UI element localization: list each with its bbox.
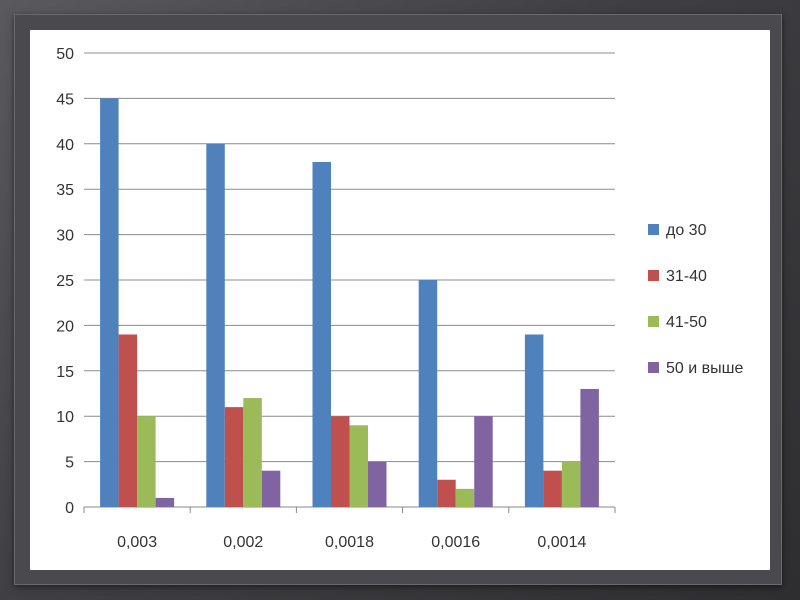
y-tick-label: 15 — [56, 364, 74, 381]
bar — [331, 416, 350, 507]
legend-label: 31-40 — [666, 268, 707, 285]
y-tick-label: 40 — [56, 137, 74, 154]
bar-chart: 0 5 10 15 20 25 30 35 40 45 50 0,003 0,002 0,0018 0,00… — [56, 46, 743, 551]
chart-area: 0 5 10 15 20 25 30 35 40 45 50 0,003 0,002 0,0018 0,00… — [30, 30, 770, 570]
legend-label: до 30 — [666, 222, 707, 239]
legend-label: 50 и выше — [666, 360, 743, 377]
bar — [206, 143, 225, 508]
bar — [261, 470, 281, 507]
legend-label: 41-50 — [666, 314, 707, 331]
bar — [243, 398, 262, 507]
bar — [561, 461, 581, 507]
bar — [524, 334, 544, 507]
y-tick-label: 20 — [56, 318, 74, 335]
bar — [455, 488, 475, 507]
bar — [437, 479, 456, 507]
y-tick-label: 35 — [56, 182, 74, 199]
x-tick-label: 0,0018 — [325, 534, 374, 551]
bar — [580, 388, 599, 507]
y-tick-label: 10 — [56, 409, 74, 426]
legend-swatch — [648, 316, 659, 327]
y-tick-label: 30 — [56, 228, 74, 245]
bar — [224, 407, 244, 507]
bar — [100, 98, 119, 508]
legend-swatch — [648, 270, 659, 281]
x-tick-label: 0,0014 — [537, 534, 586, 551]
bar — [349, 425, 368, 507]
y-tick-label: 50 — [56, 46, 74, 63]
y-tick-label: 0 — [65, 500, 74, 517]
legend-swatch — [648, 362, 659, 373]
bar — [474, 416, 493, 507]
x-tick-label: 0,002 — [223, 534, 263, 551]
x-tick-label: 0,0016 — [431, 534, 480, 551]
bar — [368, 461, 387, 507]
legend-swatch — [648, 224, 659, 235]
x-tick-label: 0,003 — [117, 534, 157, 551]
bar — [155, 497, 175, 507]
y-tick-label: 25 — [56, 273, 74, 290]
bar — [118, 334, 138, 507]
y-tick-label: 45 — [56, 91, 74, 108]
bar — [312, 161, 331, 507]
bar — [543, 470, 562, 507]
y-tick-label: 5 — [65, 455, 74, 472]
bar — [418, 280, 438, 507]
bar — [137, 416, 156, 507]
